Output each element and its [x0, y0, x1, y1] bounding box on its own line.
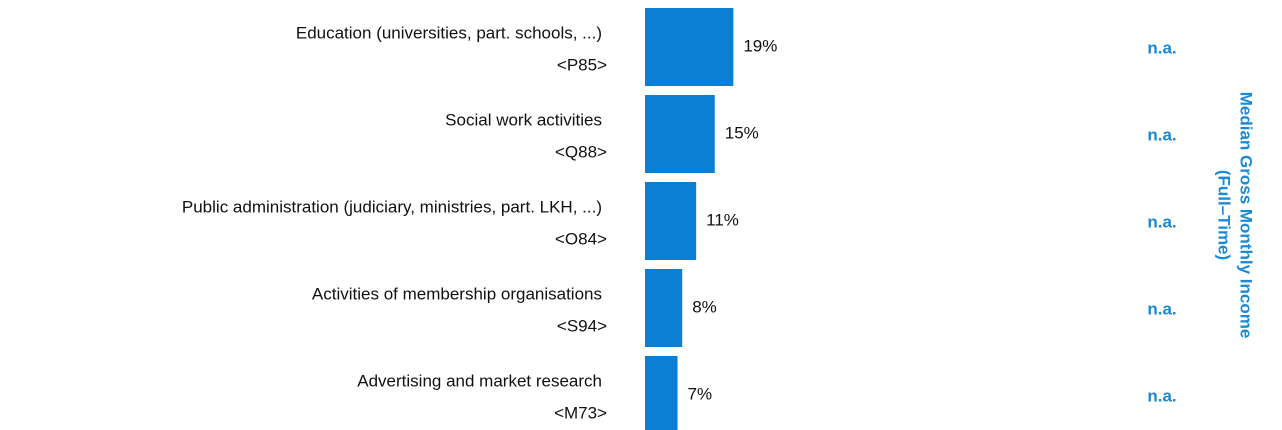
- side-value: n.a.: [1147, 386, 1176, 405]
- bar: [645, 8, 734, 86]
- category-code: <M73>: [554, 403, 607, 422]
- side-title: Median Gross Monthly Income(Full–Time): [1215, 92, 1256, 339]
- side-value: n.a.: [1147, 125, 1176, 144]
- side-value: n.a.: [1147, 212, 1176, 231]
- value-label: 7%: [688, 384, 713, 403]
- bar: [645, 182, 697, 260]
- category-code: <Q88>: [555, 142, 607, 161]
- value-label: 8%: [692, 297, 717, 316]
- category-code: <P85>: [557, 55, 607, 74]
- category-label: Public administration (judiciary, minist…: [182, 197, 602, 216]
- side-title-line: (Full–Time): [1215, 170, 1234, 260]
- value-label: 19%: [743, 36, 777, 55]
- category-label: Social work activities: [445, 110, 602, 129]
- category-label: Activities of membership organisations: [312, 284, 602, 303]
- category-code: <O84>: [555, 229, 607, 248]
- category-label: Education (universities, part. schools, …: [296, 23, 602, 42]
- side-value: n.a.: [1147, 38, 1176, 57]
- bar: [645, 95, 715, 173]
- value-label: 11%: [706, 210, 739, 229]
- bar: [645, 269, 683, 347]
- category-label: Advertising and market research: [357, 371, 602, 390]
- bar: [645, 356, 678, 430]
- side-value: n.a.: [1147, 299, 1176, 318]
- category-code: <S94>: [557, 316, 607, 335]
- value-label: 15%: [725, 123, 759, 142]
- side-title-line: Median Gross Monthly Income: [1237, 92, 1256, 339]
